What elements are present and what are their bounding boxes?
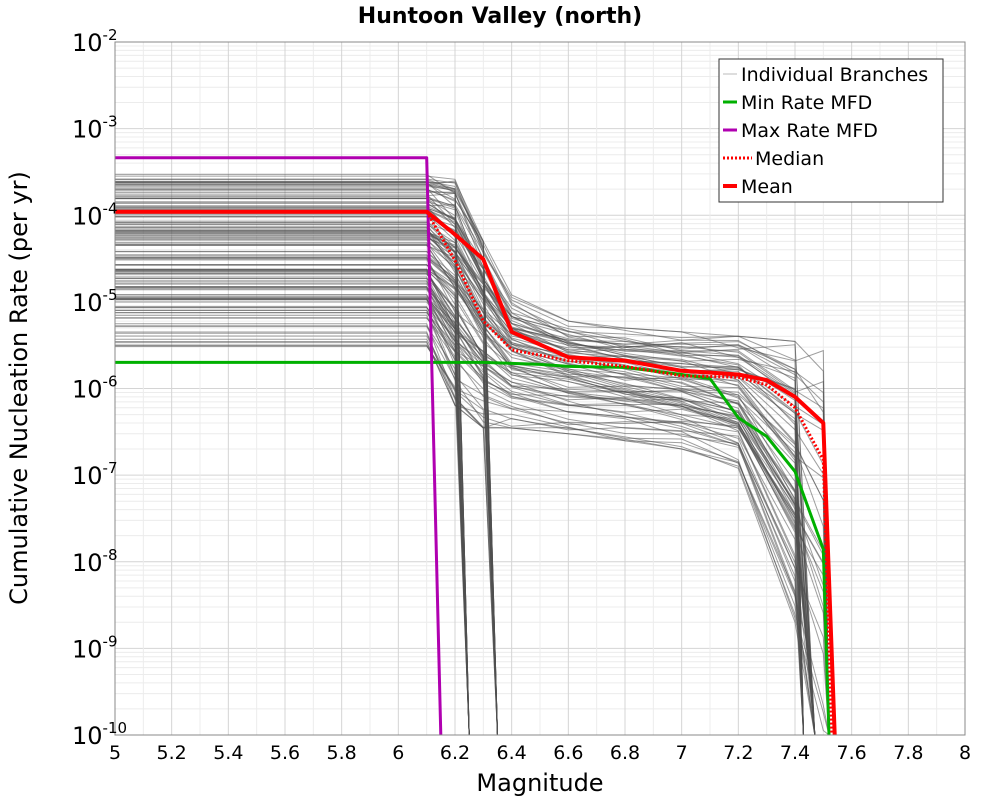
- x-tick-label: 5.6: [270, 742, 300, 764]
- branch-line: [115, 233, 804, 736]
- legend-label: Max Rate MFD: [741, 120, 878, 142]
- branch-line: [115, 345, 804, 736]
- branch-line: [115, 344, 498, 736]
- x-axis-label: Magnitude: [476, 769, 603, 797]
- branch-line: [115, 178, 830, 736]
- x-tick-label: 6.6: [553, 742, 583, 764]
- legend-label: Individual Branches: [741, 64, 928, 86]
- max-rate-mfd-line: [115, 156, 443, 736]
- x-tick-label: 6.8: [610, 742, 640, 764]
- y-tick-labels: 10-2 10-3 10-4 10-5 10-6 10-7 10-8 10-9 10-10: [72, 26, 127, 750]
- legend: Individual Branches Min Rate MFD Max Rate …: [718, 58, 944, 203]
- x-tick-label: 5.8: [327, 742, 357, 764]
- branch-line: [115, 273, 804, 736]
- x-tick-label: 6.2: [440, 742, 470, 764]
- y-tick-label: 10-7: [72, 459, 118, 490]
- y-axis-label: Cumulative Nucleation Rate (per yr): [5, 171, 33, 605]
- branch-line: [115, 338, 830, 736]
- legend-label: Median: [755, 148, 824, 170]
- legend-box: [718, 58, 944, 203]
- branch-line: [115, 234, 830, 736]
- y-tick-label: 10-2: [72, 26, 118, 57]
- x-tick-label: 6: [392, 742, 404, 764]
- x-tick-labels: 5 5.2 5.4 5.6 5.8 6 6.2 6.4 6.6 6.8 7 7.2 7.4 7.6 7.8 8: [109, 742, 971, 764]
- branch-line: [115, 269, 498, 736]
- chart-title: Huntoon Valley (north): [358, 4, 642, 29]
- y-tick-label: 10-5: [72, 286, 118, 317]
- series-lines: [115, 156, 837, 736]
- branch-line: [115, 223, 830, 736]
- legend-label: Mean: [741, 176, 793, 198]
- branch-line: [115, 192, 470, 736]
- x-tick-label: 5.2: [157, 742, 187, 764]
- branch-line: [115, 257, 498, 736]
- branch-line: [115, 196, 804, 736]
- x-tick-label: 8: [959, 742, 971, 764]
- branch-line: [115, 187, 804, 736]
- branch-line: [115, 286, 816, 736]
- x-tick-label: 6.4: [497, 742, 527, 764]
- branch-line: [115, 209, 804, 736]
- y-tick-label: 10-3: [72, 113, 118, 144]
- y-tick-label: 10-10: [72, 719, 127, 750]
- branch-line: [115, 230, 830, 736]
- plot-frame: [114, 41, 966, 736]
- branch-line: [115, 201, 804, 736]
- branch-line: [115, 230, 830, 736]
- branch-line: [115, 255, 804, 736]
- branch-line: [115, 312, 470, 736]
- x-tick-label: 7.4: [780, 742, 810, 764]
- legend-label: Min Rate MFD: [741, 92, 872, 114]
- branch-line: [115, 259, 816, 736]
- x-tick-label: 5: [109, 742, 121, 764]
- mean-line: [115, 209, 837, 736]
- x-tick-label: 7.8: [893, 742, 923, 764]
- branch-line: [115, 208, 830, 736]
- branch-line: [115, 236, 804, 736]
- branch-line: [115, 264, 816, 736]
- x-tick-label: 7.6: [837, 742, 867, 764]
- branch-line: [115, 309, 816, 736]
- branch-line: [115, 335, 498, 736]
- y-tick-label: 10-6: [72, 373, 118, 404]
- y-tick-label: 10-4: [72, 199, 118, 230]
- x-tick-label: 7: [676, 742, 688, 764]
- branch-line: [115, 182, 830, 736]
- branch-line: [115, 288, 470, 736]
- y-tick-label: 10-9: [72, 632, 118, 663]
- branch-line: [115, 244, 804, 736]
- branch-line: [115, 306, 816, 736]
- branch-line: [115, 238, 816, 736]
- branch-line: [115, 190, 830, 736]
- y-tick-label: 10-8: [72, 546, 118, 577]
- x-tick-label: 7.2: [723, 742, 753, 764]
- median-line: [115, 210, 834, 736]
- individual-branches: [115, 173, 830, 736]
- x-tick-label: 5.4: [213, 742, 243, 764]
- branch-line: [115, 268, 804, 736]
